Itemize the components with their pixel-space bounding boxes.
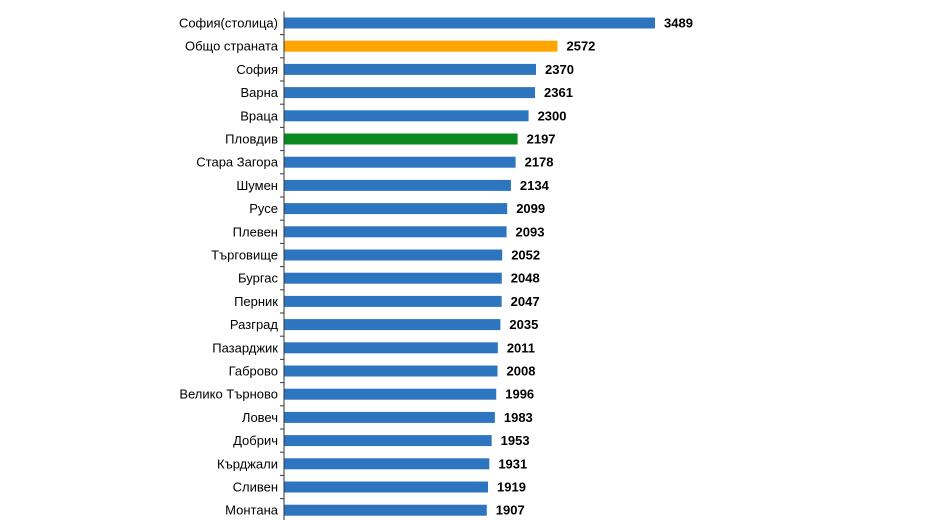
- category-label: Монтана: [225, 503, 279, 518]
- category-label: Велико Търново: [179, 387, 278, 402]
- bar: [284, 342, 498, 354]
- category-label: Търговище: [211, 248, 278, 263]
- value-label: 2197: [527, 132, 556, 147]
- bar: [284, 365, 498, 377]
- bar: [284, 319, 501, 331]
- value-label: 1953: [501, 433, 530, 448]
- value-label: 2052: [511, 248, 540, 263]
- bar: [284, 435, 492, 447]
- value-label: 2048: [511, 271, 540, 286]
- bar: [284, 87, 536, 99]
- category-label: Перник: [234, 294, 278, 309]
- bar: [284, 458, 490, 470]
- bar: [284, 40, 558, 52]
- value-label: 2011: [507, 340, 535, 355]
- category-label: Стара Загора: [196, 155, 278, 170]
- category-label: Ловеч: [242, 410, 278, 425]
- value-label: 1996: [505, 387, 534, 402]
- category-label: Пловдив: [225, 132, 278, 147]
- bar: [284, 226, 507, 238]
- value-label: 2099: [516, 201, 545, 216]
- category-label: Бургас: [238, 271, 279, 286]
- category-label: Варна: [240, 85, 278, 100]
- category-label: Шумен: [236, 178, 278, 193]
- category-label: София(столица): [179, 16, 278, 31]
- category-label: Габрово: [229, 364, 278, 379]
- bar: [284, 504, 487, 516]
- value-label: 2300: [538, 108, 567, 123]
- value-label: 1931: [498, 456, 527, 471]
- bars-group: [280, 17, 655, 516]
- category-label: Русе: [249, 201, 278, 216]
- bar: [284, 249, 503, 261]
- value-label: 1919: [497, 480, 526, 495]
- value-label: 2370: [545, 62, 574, 77]
- category-label: Общо страната: [185, 39, 279, 54]
- bar: [284, 63, 537, 75]
- bar: [284, 179, 511, 191]
- category-label: Пазарджик: [212, 340, 278, 355]
- value-label: 2572: [566, 39, 595, 54]
- bar: [284, 17, 655, 29]
- category-label: Добрич: [233, 433, 278, 448]
- value-label: 2008: [507, 364, 536, 379]
- bar: [284, 203, 508, 215]
- category-label: София: [236, 62, 278, 77]
- bar: [284, 110, 529, 122]
- bar: [284, 272, 502, 284]
- category-label: Сливен: [233, 480, 278, 495]
- value-label: 2047: [511, 294, 540, 309]
- category-label: Враца: [240, 108, 279, 123]
- bar: [284, 295, 502, 307]
- bar: [284, 411, 495, 423]
- labels-group: София(столица) 3489 Общо страната 2572 София…: [179, 16, 693, 518]
- value-label: 2093: [516, 224, 545, 239]
- value-label: 2178: [525, 155, 554, 170]
- value-label: 2134: [520, 178, 550, 193]
- category-label: Кърджали: [217, 456, 278, 471]
- category-label: Разград: [230, 317, 278, 332]
- bar: [284, 133, 518, 145]
- value-label: 3489: [664, 16, 693, 31]
- value-label: 2361: [544, 85, 573, 100]
- value-label: 1983: [504, 410, 533, 425]
- category-label: Плевен: [233, 224, 278, 239]
- bar: [284, 388, 497, 400]
- value-label: 2035: [509, 317, 538, 332]
- bar: [284, 481, 489, 493]
- bar: [284, 156, 516, 168]
- value-label: 1907: [496, 503, 525, 518]
